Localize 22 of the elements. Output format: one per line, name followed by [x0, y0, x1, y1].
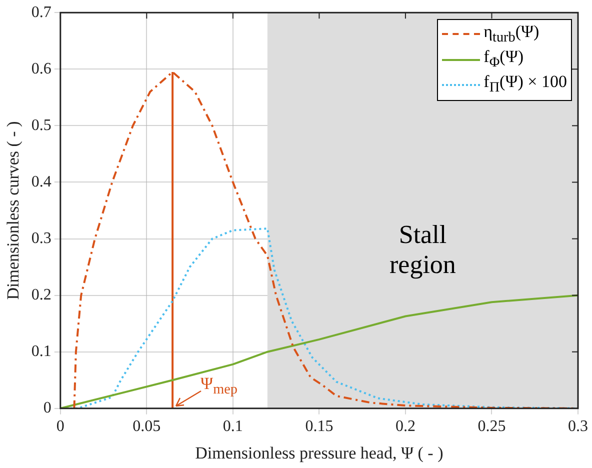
x-tick-label: 0.2 [395, 418, 416, 436]
legend-label: η$_{turb}$(Ψ) [484, 22, 540, 47]
band-label: Stall region [388, 220, 457, 280]
x-tick-label: 0.1 [222, 418, 243, 436]
x-tick-label: 0.3 [568, 418, 588, 436]
y-tick-label: 0.3 [31, 230, 52, 247]
y-tick-label: 0 [43, 400, 52, 417]
x-tick-label: 0 [56, 418, 64, 436]
legend-label: f$_{Φ}$(Ψ) [484, 46, 524, 72]
y-tick-label: 0.1 [31, 343, 52, 360]
y-tick-label: 0.6 [31, 60, 52, 78]
x-tick-label: 0.15 [305, 418, 334, 436]
legend-label: f$_{Π}$(Ψ) × 100 [484, 72, 567, 98]
annotation: Ψ$_{mep}$ [200, 374, 238, 399]
x-axis-title: Dimensionless pressure head, Ψ ( - ) [195, 443, 444, 462]
x-tick-label: 0.25 [478, 418, 506, 436]
y-tick-label: 0.2 [31, 286, 52, 304]
y-tick-label: 0.7 [31, 4, 52, 21]
y-tick-label: 0.4 [31, 173, 52, 190]
y-tick-label: 0.5 [31, 116, 52, 134]
x-tick-label: 0.05 [132, 418, 161, 436]
y-axis-title: Dimensionless curves ( - ) [4, 121, 23, 300]
